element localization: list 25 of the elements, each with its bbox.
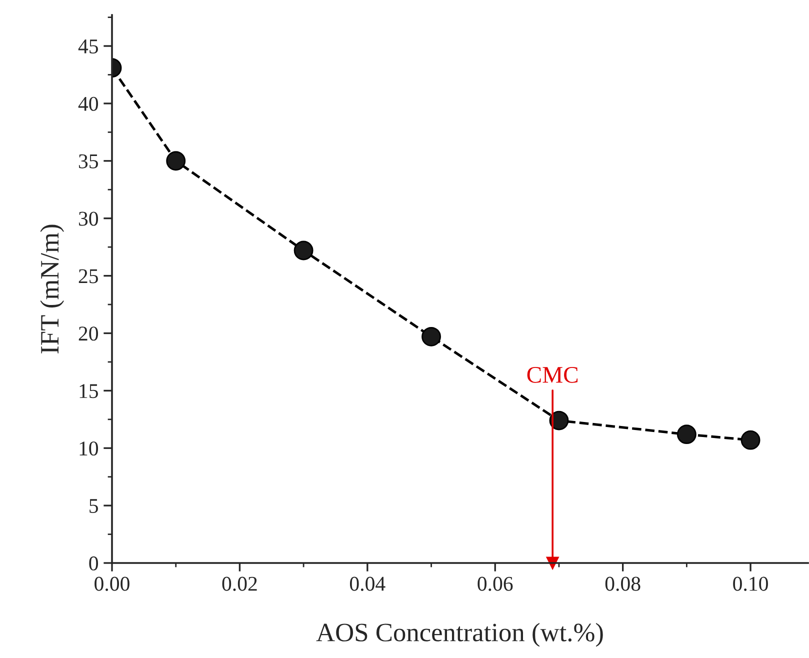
x-tick-label: 0.10 <box>733 576 768 591</box>
point <box>549 410 569 430</box>
y-tick-label: 35 <box>78 154 98 168</box>
x-tick-label: 0.04 <box>350 576 386 591</box>
y-axis-title: IFT (mN/m) <box>40 224 64 354</box>
y-tick-label: 20 <box>78 326 98 341</box>
point <box>294 240 314 260</box>
x-tick-label: 0.02 <box>222 576 257 591</box>
y-tick-label: 0 <box>89 556 98 570</box>
x-axis-title: AOS Concentration (wt.%) <box>316 622 603 647</box>
point <box>166 151 186 171</box>
y-tick-label: 5 <box>90 499 98 513</box>
point <box>740 430 760 450</box>
y-tick-label: 45 <box>78 40 98 54</box>
y-tick-label: 30 <box>78 212 98 226</box>
ref-line-label: CMC <box>527 366 578 383</box>
point <box>676 424 696 444</box>
x-tick-label: 0.08 <box>605 576 640 591</box>
y-tick-label: 25 <box>78 269 98 284</box>
y-tick-label: 40 <box>78 96 98 111</box>
x-tick-label: 0.00 <box>94 576 130 591</box>
y-tick-label: 10 <box>80 441 98 456</box>
x-tick-label: 0.06 <box>478 576 513 591</box>
y-tick-label: 15 <box>80 384 98 398</box>
point <box>422 326 441 346</box>
